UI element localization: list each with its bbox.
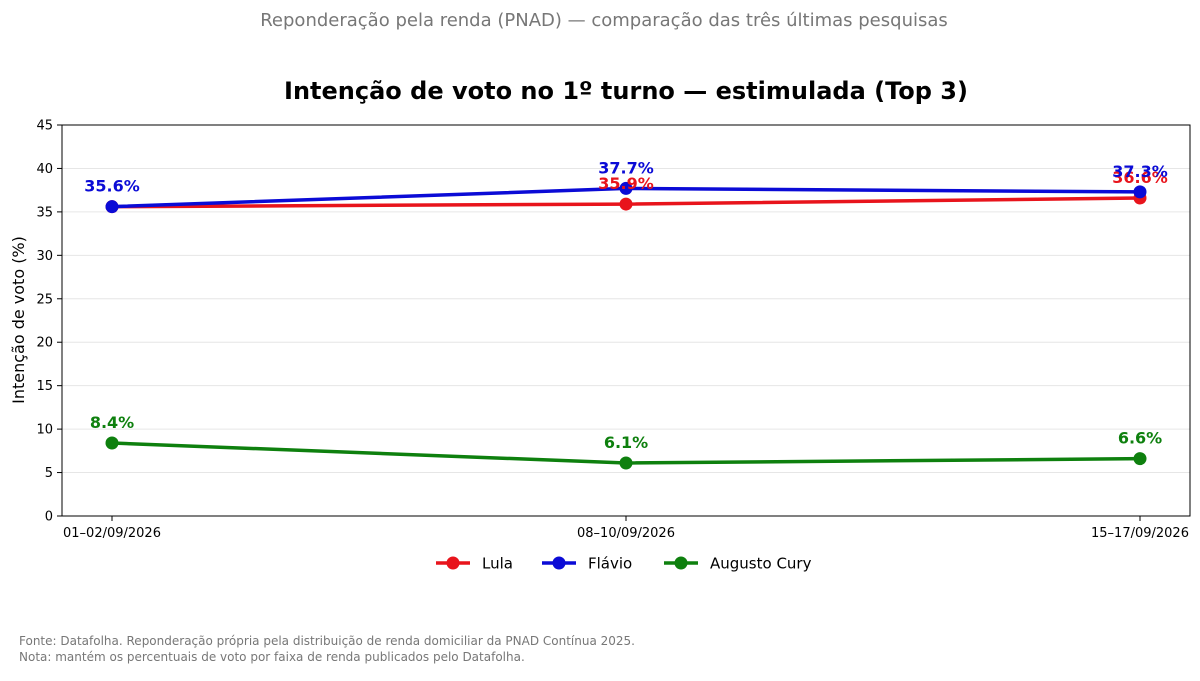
legend[interactable]: Lula Flávio Augusto Cury xyxy=(436,555,812,573)
data-label: 6.1% xyxy=(604,433,648,452)
data-labels: 35.9% 36.6% 35.6% 37.7% 37.3% 8.4% 6.1% 6.6% xyxy=(84,158,1168,452)
footer: Fonte: Datafolha. Reponderação própria p… xyxy=(19,633,635,665)
legend-marker xyxy=(674,556,688,570)
footer-note: Nota: mantém os percentuais de voto por … xyxy=(19,650,525,664)
y-axis-label: Intenção de voto (%) xyxy=(9,236,28,404)
x-tick-label: 15–17/09/2026 xyxy=(1091,526,1189,541)
data-label: 37.3% xyxy=(1112,162,1168,181)
data-label: 36.6% xyxy=(1112,168,1168,187)
y-tick-label: 5 xyxy=(45,466,53,481)
legend-label: Lula xyxy=(482,555,513,573)
x-tick-label: 08–10/09/2026 xyxy=(577,526,675,541)
data-point xyxy=(105,436,119,450)
chart-title: Intenção de voto no 1º turno — estimulad… xyxy=(284,77,968,105)
data-point xyxy=(619,181,633,195)
y-tick-label: 35 xyxy=(36,205,53,220)
legend-marker xyxy=(552,556,566,570)
legend-label: Flávio xyxy=(588,555,632,573)
y-tick-label: 25 xyxy=(36,292,53,307)
data-point xyxy=(105,200,119,214)
legend-item[interactable]: Augusto Cury xyxy=(664,555,812,573)
data-label: 35.9% xyxy=(598,174,654,193)
y-tick-label: 10 xyxy=(36,423,53,438)
legend-marker xyxy=(446,556,460,570)
data-label: 8.4% xyxy=(90,413,134,432)
suptitle: Reponderação pela renda (PNAD) — compara… xyxy=(260,10,948,31)
data-point xyxy=(619,456,633,470)
y-tick-label: 0 xyxy=(45,510,53,525)
data-point xyxy=(1133,452,1147,466)
y-tick-label: 40 xyxy=(36,162,53,177)
y-tick-label: 30 xyxy=(36,249,53,264)
y-tick-label: 15 xyxy=(36,379,53,394)
series-group xyxy=(105,181,1147,470)
data-point xyxy=(1133,185,1147,199)
legend-label: Augusto Cury xyxy=(710,555,812,573)
data-label: 37.7% xyxy=(598,158,654,177)
axes: 0 5 10 15 20 25 30 35 40 45 01–02/09/2026 08–10/09/… xyxy=(36,119,1191,541)
y-tick-label: 20 xyxy=(36,336,53,351)
grid-lines xyxy=(62,167,1190,474)
legend-item[interactable]: Flávio xyxy=(542,555,632,573)
data-label: 6.6% xyxy=(1118,429,1162,448)
data-label: 35.6% xyxy=(84,177,140,196)
data-point xyxy=(619,197,633,211)
x-tick-label: 01–02/09/2026 xyxy=(63,526,161,541)
footer-source: Fonte: Datafolha. Reponderação própria p… xyxy=(19,634,635,648)
legend-item[interactable]: Lula xyxy=(436,555,513,573)
y-tick-label: 45 xyxy=(36,119,53,134)
